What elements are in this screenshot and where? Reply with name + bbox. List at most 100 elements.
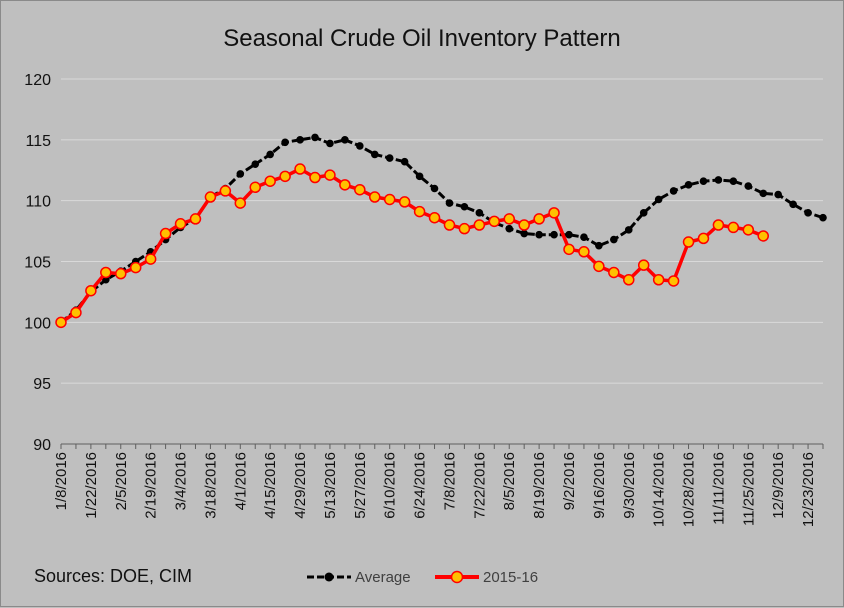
data-point [789,200,797,209]
data-point [296,136,304,144]
data-point [309,171,321,184]
data-point [70,306,82,319]
data-point [341,136,349,144]
data-point [729,177,738,185]
data-point [727,221,740,234]
x-tick-label: 11/11/2016 [710,452,727,525]
data-point [580,233,588,241]
x-tick-label: 12/9/2016 [770,452,787,519]
data-point [398,196,411,208]
data-point [460,202,469,211]
data-point [563,243,575,256]
data-point [667,275,680,287]
data-point [339,179,351,191]
legend-item-average: Average [307,569,411,586]
data-point [55,316,67,329]
data-point [637,259,650,271]
x-tick-label: 3/18/2016 [202,452,219,519]
data-point [443,219,456,231]
data-point [400,157,409,166]
data-point [535,230,543,239]
x-tick-label: 9/16/2016 [591,452,608,519]
data-point [804,209,812,217]
data-point [548,207,560,219]
x-tick-label: 4/15/2016 [262,452,279,519]
x-tick-label: 1/22/2016 [83,452,100,519]
y-tick-label: 90 [33,437,51,454]
data-point [697,232,710,245]
data-point [445,199,454,207]
y-axis: 90 95 100 105 110 115 120 [24,72,51,454]
data-point [757,230,769,242]
x-tick-label: 2/5/2016 [113,452,130,510]
x-tick-label: 4/1/2016 [232,452,249,510]
data-point [294,163,306,175]
data-point [682,236,695,248]
data-point [385,154,394,162]
x-tick-label: 2/19/2016 [143,452,160,519]
data-point [652,274,665,286]
x-tick-label: 9/30/2016 [621,452,638,519]
data-point [550,230,558,239]
data-point [533,213,545,225]
data-point [266,150,274,159]
data-point [383,193,396,206]
data-point [712,219,725,231]
x-axis: 1/8/2016 1/22/2016 2/5/2016 2/19/2016 3/4/20… [53,443,824,527]
data-point [85,284,97,297]
x-tick-label: 12/23/2016 [800,452,817,527]
data-point [144,253,157,265]
series-line [60,167,764,324]
series-average [57,133,827,327]
data-point [281,138,289,147]
x-tick-label: 7/22/2016 [471,452,488,519]
x-tick-label: 10/14/2016 [651,452,668,527]
data-point [624,226,633,234]
data-point [623,274,635,286]
data-point [413,205,426,218]
data-point [608,266,620,279]
y-tick-label: 115 [25,133,51,150]
data-point [475,209,484,217]
legend-label-average: Average [355,569,411,586]
data-point [742,224,755,236]
data-point [610,235,618,244]
data-point [473,219,486,231]
data-point [279,170,291,183]
y-tick-label: 120 [24,72,51,89]
data-point [129,261,142,274]
data-point [669,187,678,195]
data-point [488,215,501,228]
data-point [565,230,573,239]
data-point [369,191,381,203]
y-tick-label: 110 [25,194,51,211]
data-point [503,213,515,225]
data-point [819,213,827,222]
legend: Average 2015-16 [307,569,538,586]
x-tick-label: 11/25/2016 [740,452,757,526]
data-point [639,209,648,217]
data-point [326,139,334,148]
y-tick-label: 95 [33,376,51,393]
x-tick-label: 3/4/2016 [173,452,190,510]
data-point [699,177,708,185]
x-tick-label: 8/5/2016 [501,452,518,510]
series-group [55,133,827,329]
data-point [234,197,247,209]
data-point [204,191,217,203]
data-point [714,176,723,184]
data-point [264,175,276,187]
data-point [774,190,782,199]
x-tick-label: 4/29/2016 [292,452,309,519]
x-tick-label: 6/10/2016 [382,452,399,519]
data-point [430,184,439,193]
data-point [174,218,187,230]
data-point [219,185,232,197]
y-tick-label: 100 [24,315,51,332]
y-tick-label: 105 [24,255,51,272]
x-tick-label: 9/2/2016 [561,452,578,510]
x-tick-label: 6/24/2016 [412,452,429,519]
data-point [251,160,260,168]
data-point [684,181,693,189]
